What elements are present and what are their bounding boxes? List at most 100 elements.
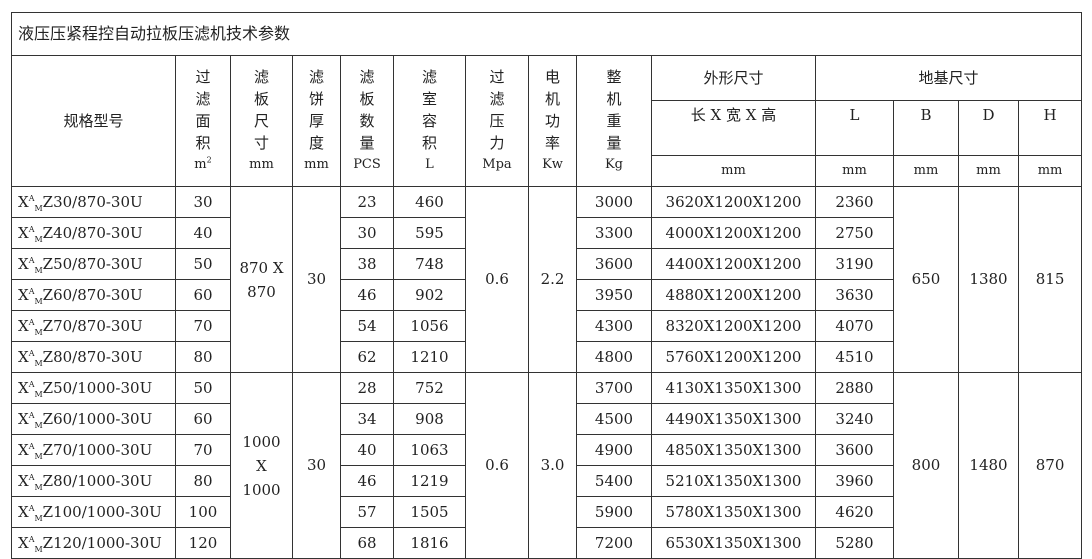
cell-volume: 908 xyxy=(393,403,466,435)
cell-outline: 5210X1350X1300 xyxy=(651,465,816,497)
cell-model: XAMZ30/870-30U xyxy=(11,186,176,218)
header-char: 重 xyxy=(606,112,622,130)
header-char: 滤 xyxy=(308,68,324,86)
header-foundation-B: B xyxy=(893,100,959,156)
cell-volume: 595 xyxy=(393,217,466,249)
header-char: 率 xyxy=(544,134,560,152)
header-unit: mm xyxy=(249,157,274,172)
header-foundation-unit: mm xyxy=(815,155,894,187)
header-char: 室 xyxy=(421,90,437,108)
header-foundation-H: H xyxy=(1017,100,1083,156)
header-char: 滤 xyxy=(195,90,211,108)
cell-L: 2880 xyxy=(815,372,894,404)
header-foundation: 地基尺寸 xyxy=(814,55,1083,101)
table-row: XAMZ60/870-30U 60 46 902 3950 4880X1200X1200 3… xyxy=(11,279,1082,311)
header-char: 滤 xyxy=(421,68,437,86)
cell-model: XAMZ80/1000-30U xyxy=(11,465,176,497)
cell-area: 50 xyxy=(175,372,231,404)
header-char: 量 xyxy=(606,134,622,152)
cell-area: 60 xyxy=(175,279,231,311)
header-char: 度 xyxy=(308,134,324,152)
header-char: 量 xyxy=(359,134,375,152)
cell-plates: 30 xyxy=(340,217,394,249)
table-row: XAMZ70/870-30U 70 54 1056 4300 8320X1200X1200… xyxy=(11,310,1082,342)
model-prefix: X xyxy=(18,502,29,521)
table-row: XAMZ120/1000-30U 120 68 1816 7200 6530X1350X1… xyxy=(11,527,1082,559)
header-outline-unit: mm xyxy=(651,155,816,187)
cell-outline: 4130X1350X1300 xyxy=(651,372,816,404)
spec-table: 液压压紧程控自动拉板压滤机技术参数 规格型号过滤面积 m2 滤板尺寸 mm 滤饼厚度 mm… xyxy=(10,12,1083,559)
table-row: XAMZ60/1000-30U 60 34 908 4500 4490X1350X1300… xyxy=(11,403,1082,435)
cell-L: 2750 xyxy=(815,217,894,249)
cell-area: 100 xyxy=(175,496,231,528)
cell-weight: 3300 xyxy=(576,217,652,249)
cell-volume: 748 xyxy=(393,248,466,280)
cell-area: 60 xyxy=(175,403,231,435)
cell-cake: 30 xyxy=(292,186,341,373)
cell-area: 120 xyxy=(175,527,231,559)
header-char: 滤 xyxy=(253,68,269,86)
header-char: 过 xyxy=(489,68,505,86)
cell-outline: 4850X1350X1300 xyxy=(651,434,816,466)
cell-plates: 54 xyxy=(340,310,394,342)
header-char: 饼 xyxy=(308,90,324,108)
cell-plate-size: 870 X 870 xyxy=(230,186,293,373)
header-unit: PCS xyxy=(353,157,381,172)
cell-area: 70 xyxy=(175,310,231,342)
cell-outline: 5760X1200X1200 xyxy=(651,341,816,373)
header-char: 板 xyxy=(253,90,269,108)
cell-volume: 1063 xyxy=(393,434,466,466)
cell-L: 4070 xyxy=(815,310,894,342)
cell-weight: 3000 xyxy=(576,186,652,218)
cell-plates: 38 xyxy=(340,248,394,280)
cell-plates: 28 xyxy=(340,372,394,404)
cell-L: 2360 xyxy=(815,186,894,218)
cell-model: XAMZ60/1000-30U xyxy=(11,403,176,435)
cell-outline: 8320X1200X1200 xyxy=(651,310,816,342)
cell-outline: 4000X1200X1200 xyxy=(651,217,816,249)
cell-B: 650 xyxy=(893,186,959,373)
cell-L: 3190 xyxy=(815,248,894,280)
table-title: 液压压紧程控自动拉板压滤机技术参数 xyxy=(10,12,1083,56)
cell-volume: 460 xyxy=(393,186,466,218)
table-row: XAMZ80/870-30U 80 62 1210 4800 5760X1200X1200… xyxy=(11,341,1082,373)
header-outline: 外形尺寸 xyxy=(651,55,816,101)
header-char: 数 xyxy=(359,112,375,130)
model-prefix: X xyxy=(18,254,29,273)
model-prefix: X xyxy=(18,378,29,397)
header-area: 过滤面积 m2 xyxy=(175,55,231,187)
header-char: 厚 xyxy=(308,112,324,130)
header-char: 积 xyxy=(195,134,211,152)
header-unit: Kg xyxy=(604,157,624,172)
cell-model: XAMZ40/870-30U xyxy=(11,217,176,249)
header-unit: L xyxy=(425,157,434,172)
header-char: 滤 xyxy=(489,90,505,108)
cell-area: 40 xyxy=(175,217,231,249)
cell-volume: 1505 xyxy=(393,496,466,528)
cell-model: XAMZ50/1000-30U xyxy=(11,372,176,404)
header-char: 压 xyxy=(489,112,505,130)
header-weight: 整机重量 Kg xyxy=(576,55,652,187)
cell-model: XAMZ120/1000-30U xyxy=(11,527,176,559)
cell-area: 70 xyxy=(175,434,231,466)
header-char: 过 xyxy=(195,68,211,86)
header-plate-size: 滤板尺寸 mm xyxy=(230,55,293,187)
cell-plates: 57 xyxy=(340,496,394,528)
header-plates: 滤板数量 PCS xyxy=(340,55,394,187)
cell-area: 30 xyxy=(175,186,231,218)
cell-L: 3630 xyxy=(815,279,894,311)
cell-volume: 1816 xyxy=(393,527,466,559)
cell-plates: 23 xyxy=(340,186,394,218)
cell-weight: 5900 xyxy=(576,496,652,528)
cell-area: 80 xyxy=(175,465,231,497)
header-char: 尺 xyxy=(253,112,269,130)
header-char: 容 xyxy=(421,112,437,130)
header-pressure: 过滤压力 Mpa xyxy=(465,55,529,187)
cell-weight: 4500 xyxy=(576,403,652,435)
cell-plates: 68 xyxy=(340,527,394,559)
cell-outline: 6530X1350X1300 xyxy=(651,527,816,559)
cell-weight: 4900 xyxy=(576,434,652,466)
table-row: XAMZ70/1000-30U 70 40 1063 4900 4850X1350X130… xyxy=(11,434,1082,466)
header-unit: Kw xyxy=(542,157,563,172)
cell-D: 1380 xyxy=(958,186,1019,373)
